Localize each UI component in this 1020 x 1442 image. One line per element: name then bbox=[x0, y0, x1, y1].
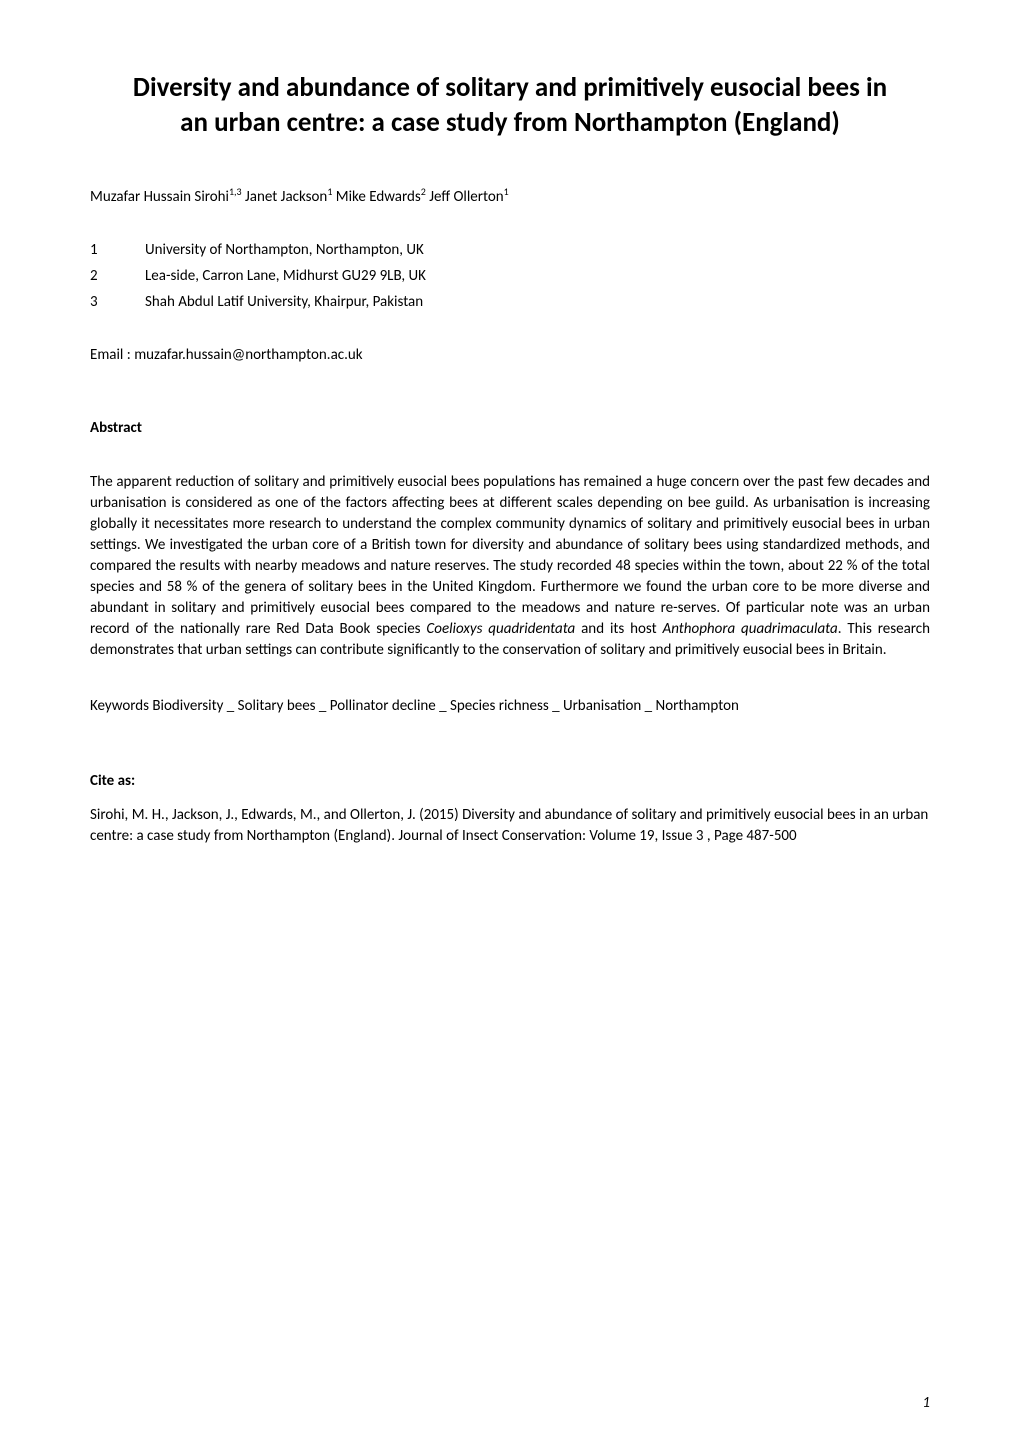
paper-title: Diversity and abundance of solitary and … bbox=[90, 70, 930, 140]
abstract-text-mid: and its host bbox=[575, 620, 662, 638]
cite-as-heading: Cite as: bbox=[90, 772, 930, 790]
author-1: Muzafar Hussain Sirohi bbox=[90, 188, 229, 206]
affiliation-list: 1 University of Northampton, Northampton… bbox=[90, 241, 930, 311]
affiliation-text: Shah Abdul Latif University, Khairpur, P… bbox=[145, 293, 930, 311]
affiliation-row: 3 Shah Abdul Latif University, Khairpur,… bbox=[90, 293, 930, 311]
corresponding-email: Email : muzafar.hussain@northampton.ac.u… bbox=[90, 346, 930, 364]
abstract-heading: Abstract bbox=[90, 419, 930, 437]
affiliation-row: 2 Lea-side, Carron Lane, Midhurst GU29 9… bbox=[90, 267, 930, 285]
author-1-affil: 1,3 bbox=[229, 185, 242, 198]
author-list: Muzafar Hussain Sirohi1,3 Janet Jackson 1… bbox=[90, 185, 930, 206]
abstract-text-1: The apparent reduction of solitary and p… bbox=[90, 473, 930, 638]
abstract-species-1: Coelioxys quadridentata bbox=[426, 620, 575, 638]
affiliation-row: 1 University of Northampton, Northampton… bbox=[90, 241, 930, 259]
affiliation-text: Lea-side, Carron Lane, Midhurst GU29 9LB… bbox=[145, 267, 930, 285]
author-2: Janet Jackson bbox=[242, 188, 328, 206]
page: Diversity and abundance of solitary and … bbox=[0, 0, 1020, 1442]
abstract-species-2: Anthophora quadrimaculata bbox=[663, 620, 838, 638]
affiliation-number: 3 bbox=[90, 293, 145, 311]
email-value: muzafar.hussain@northampton.ac.uk bbox=[134, 346, 362, 364]
page-number: 1 bbox=[922, 1394, 930, 1412]
keywords: Keywords Biodiversity _ Solitary bees _ … bbox=[90, 696, 930, 717]
title-line-2: an urban centre: a case study from North… bbox=[180, 106, 840, 139]
cite-as-body: Sirohi, M. H., Jackson, J., Edwards, M.,… bbox=[90, 805, 930, 847]
affiliation-text: University of Northampton, Northampton, … bbox=[145, 241, 930, 259]
author-4: Jeff Ollerton bbox=[426, 188, 504, 206]
author-4-affil: 1 bbox=[504, 185, 509, 198]
abstract-body: The apparent reduction of solitary and p… bbox=[90, 472, 930, 661]
email-label: Email : bbox=[90, 346, 134, 364]
affiliation-number: 1 bbox=[90, 241, 145, 259]
title-line-1: Diversity and abundance of solitary and … bbox=[133, 71, 887, 104]
affiliation-number: 2 bbox=[90, 267, 145, 285]
author-3: Mike Edwards bbox=[332, 188, 420, 206]
